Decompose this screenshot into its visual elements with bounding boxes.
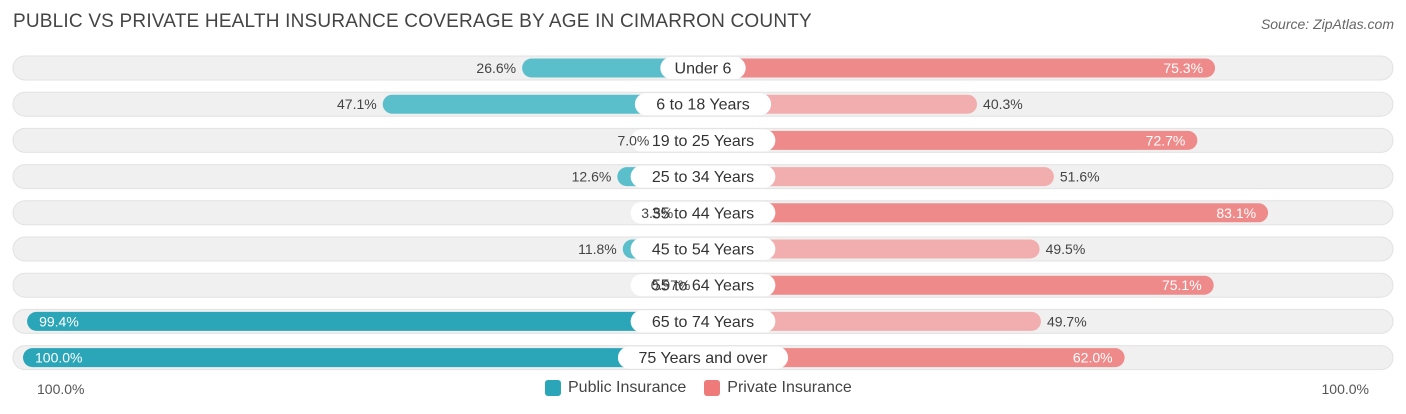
private-bar	[703, 94, 978, 114]
private-value-label: 75.1%	[1162, 277, 1202, 293]
axis-right-label: 100.0%	[1321, 381, 1369, 397]
chart-title: PUBLIC VS PRIVATE HEALTH INSURANCE COVER…	[13, 11, 812, 32]
category-pill	[630, 238, 776, 260]
private-bar	[703, 275, 1214, 295]
legend-swatch-public	[545, 380, 561, 396]
category-label: 35 to 44 Years	[652, 205, 754, 222]
public-value-label: 99.4%	[39, 313, 79, 329]
private-bar	[703, 203, 1269, 223]
category-label: 45 to 54 Years	[652, 242, 754, 259]
legend-label-private: Private Insurance	[727, 379, 852, 396]
private-value-label: 72.7%	[1146, 132, 1186, 148]
category-label: 19 to 25 Years	[652, 133, 754, 150]
private-bar	[703, 239, 1040, 259]
private-value-label: 49.7%	[1047, 313, 1087, 329]
category-pill	[630, 274, 776, 297]
public-value-label: 47.1%	[337, 96, 377, 112]
bar-row: 45 to 54 Years 11.8% 49.5%	[12, 236, 1394, 262]
legend-swatch-private	[704, 380, 721, 396]
bar-row: Under 6 26.6% 75.3%	[12, 55, 1394, 81]
private-bar	[703, 58, 1216, 78]
private-bar	[703, 311, 1041, 331]
legend: Public Insurance Private Insurance	[545, 379, 870, 397]
axis-left-label: 100.0%	[37, 381, 85, 397]
category-pill	[634, 93, 772, 116]
public-bar	[23, 348, 703, 368]
public-value-label: 26.6%	[476, 60, 516, 76]
private-value-label: 49.5%	[1046, 241, 1086, 257]
category-label: 25 to 34 Years	[652, 169, 754, 186]
category-pill	[630, 201, 776, 224]
category-label: 65 to 74 Years	[652, 314, 754, 331]
source-label: Source: ZipAtlas.com	[1260, 16, 1394, 32]
public-value-label: 11.8%	[578, 241, 617, 257]
private-value-label: 83.1%	[1216, 205, 1256, 221]
public-value-label: 3.5%	[641, 205, 673, 221]
bar-row: 65 to 74 Years 99.4% 49.7%	[12, 308, 1394, 334]
category-label: 55 to 64 Years	[652, 278, 754, 295]
legend-label-public: Public Insurance	[568, 379, 687, 396]
category-pill	[630, 129, 776, 152]
public-bar	[522, 58, 703, 78]
category-label: Under 6	[675, 61, 732, 78]
legend-item-private: Private Insurance	[704, 379, 852, 397]
private-bar	[703, 348, 1125, 368]
public-bar	[382, 94, 703, 114]
category-pill	[617, 346, 789, 369]
public-value-label: 100.0%	[35, 350, 82, 366]
bar-row: 75 Years and over 100.0% 62.0%	[12, 345, 1394, 371]
public-value-label: 12.6%	[572, 169, 612, 185]
bar-row: 6 to 18 Years 47.1% 40.3%	[12, 91, 1394, 117]
private-value-label: 51.6%	[1060, 169, 1100, 185]
category-pill	[660, 57, 746, 79]
private-value-label: 40.3%	[983, 96, 1023, 112]
public-bar	[27, 311, 703, 331]
private-bar	[703, 130, 1198, 150]
category-pill	[630, 310, 776, 333]
public-value-label: 7.0%	[617, 132, 649, 148]
category-pill	[630, 165, 776, 188]
bar-row: 25 to 34 Years 12.6% 51.6%	[12, 164, 1394, 190]
legend-item-public: Public Insurance	[545, 379, 686, 397]
private-value-label: 62.0%	[1073, 350, 1113, 366]
category-label: 75 Years and over	[639, 350, 769, 367]
public-value-label: 0.97%	[651, 277, 691, 293]
private-value-label: 75.3%	[1163, 60, 1203, 76]
private-bar	[703, 167, 1054, 187]
category-label: 6 to 18 Years	[656, 97, 749, 114]
